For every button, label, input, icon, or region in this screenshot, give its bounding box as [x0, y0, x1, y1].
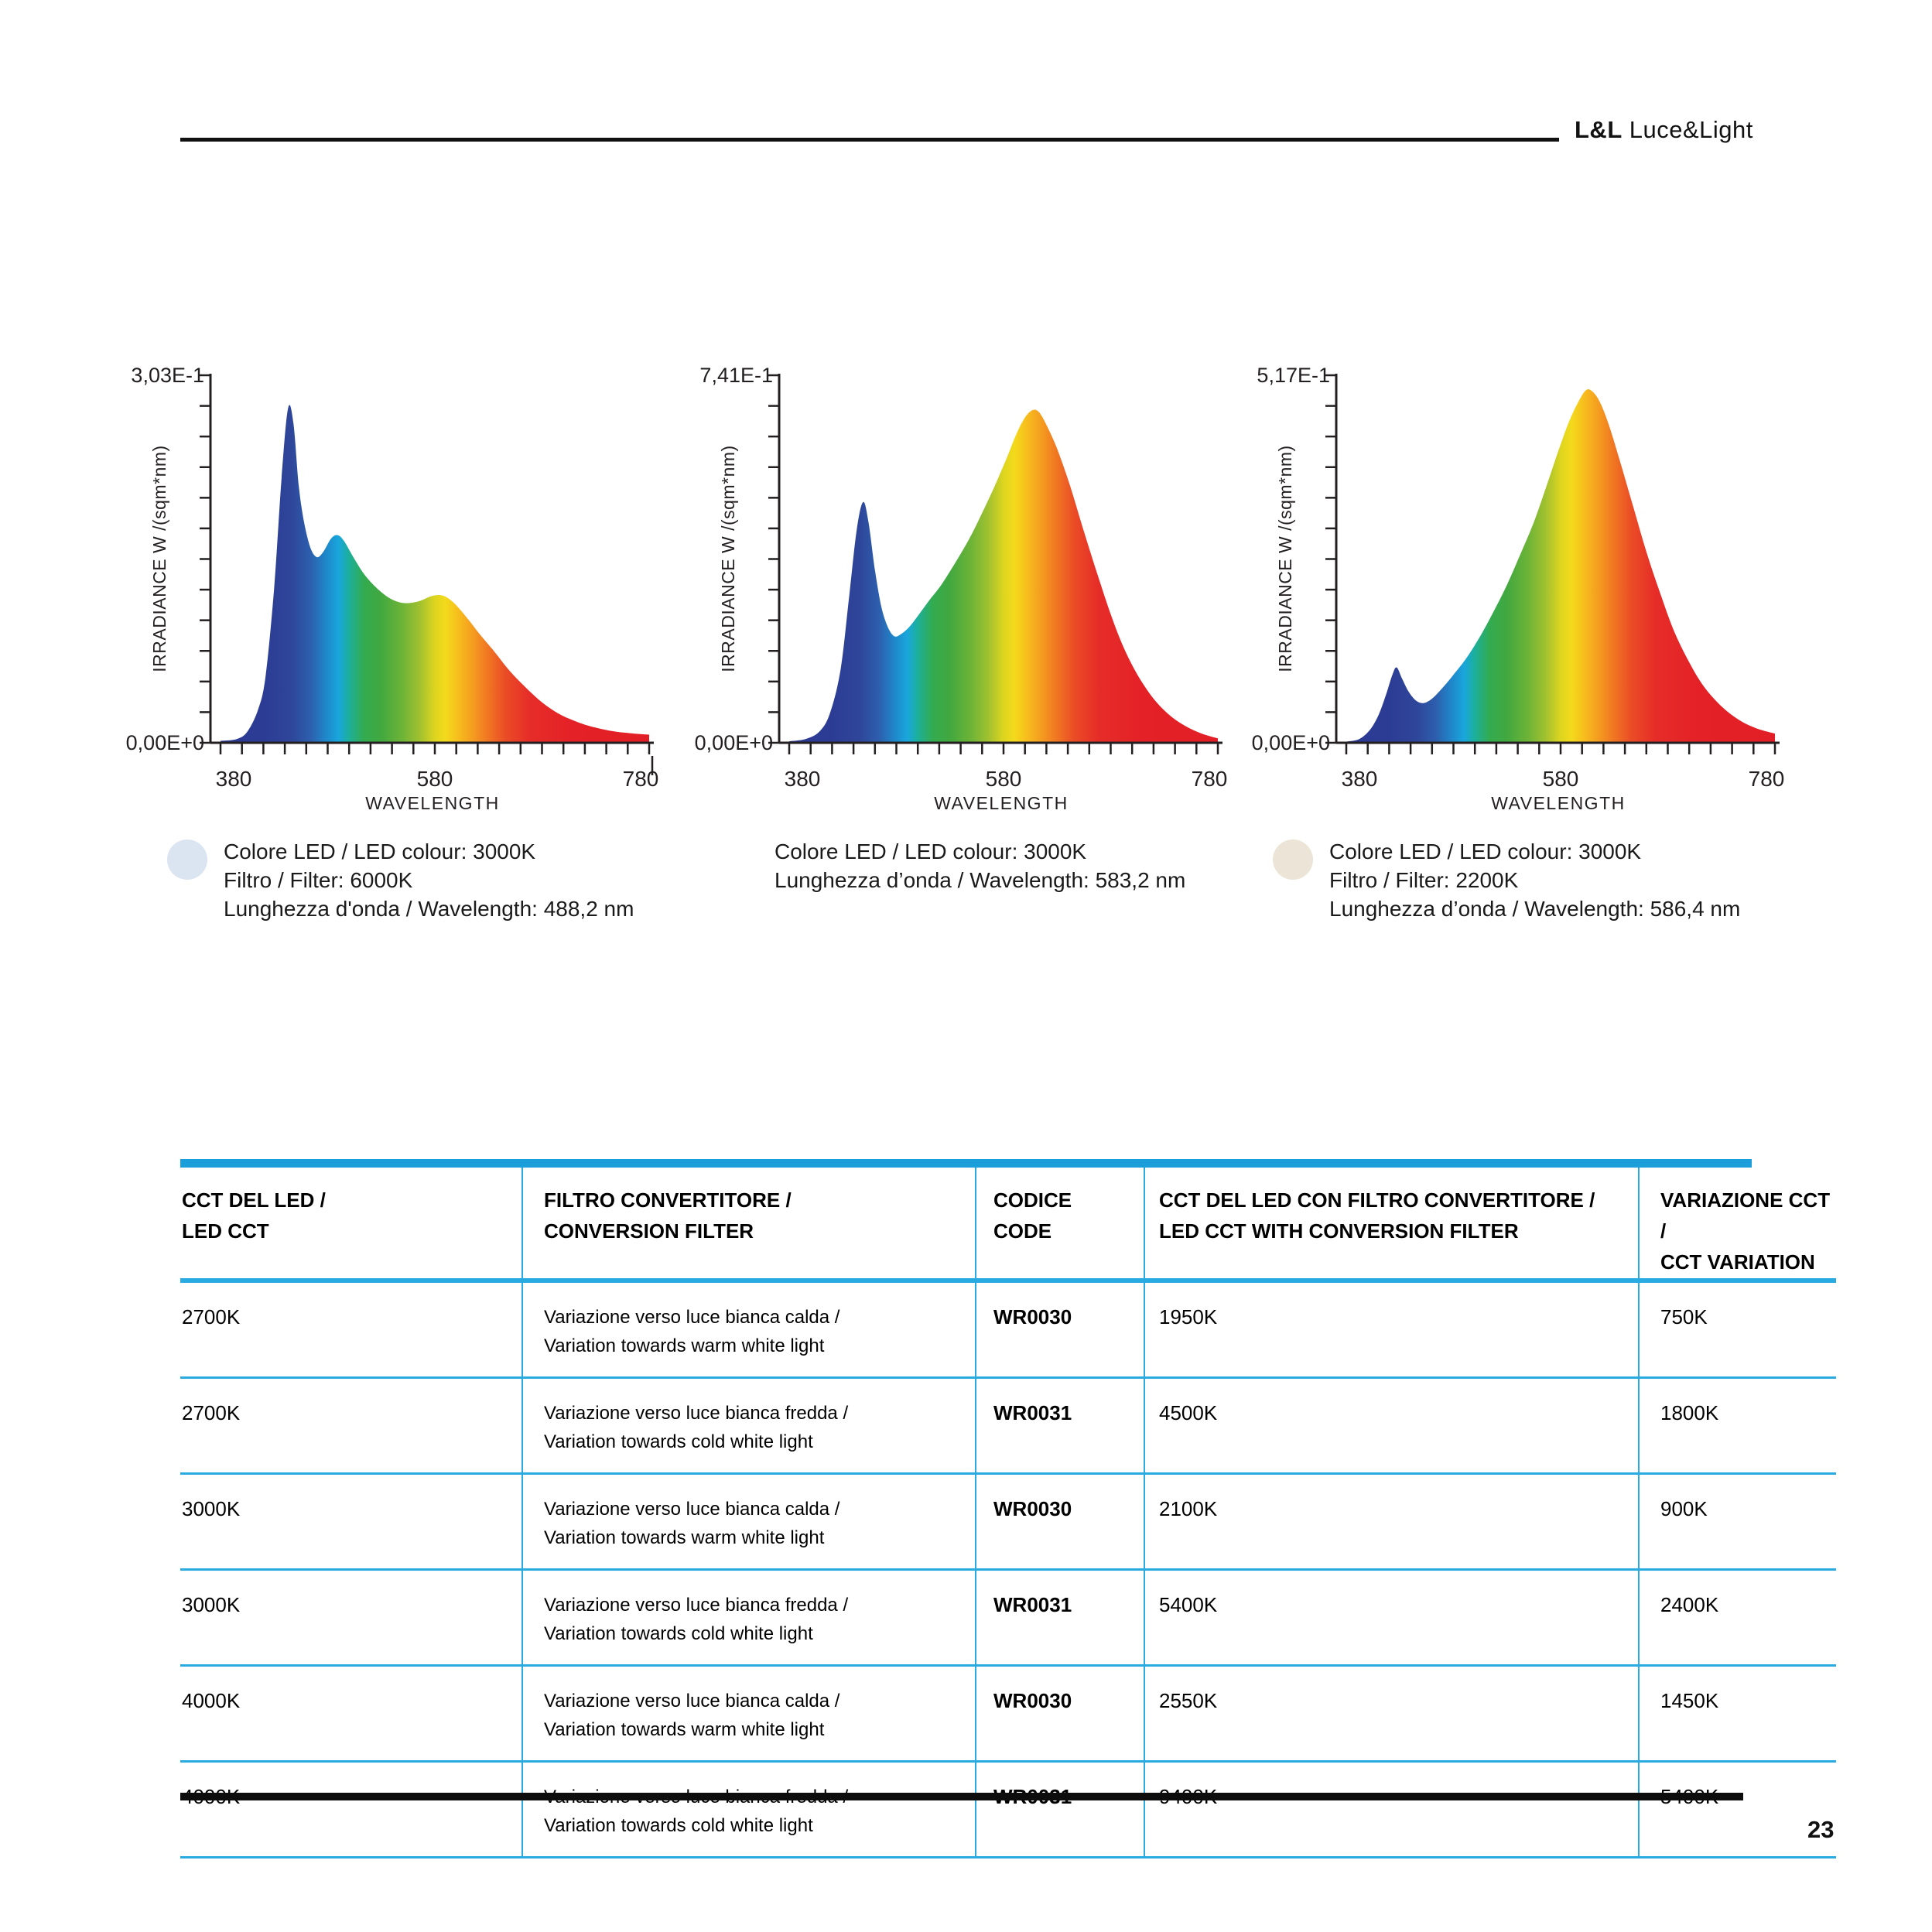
filter-cell: Variazione verso luce bianca fredda /Var…: [522, 1569, 976, 1667]
spectrum-area: [789, 409, 1218, 743]
filter-cell: Variazione verso luce bianca fredda /Var…: [522, 1377, 976, 1475]
cct-table-head: CCT DEL LED / LED CCT FILTRO CONVERTITORE …: [180, 1168, 1836, 1283]
spectrum-area: [1346, 389, 1775, 743]
led-cct-cell: 2700K: [180, 1281, 523, 1379]
caption-line: Lunghezza d’onda / Wavelength: 583,2 nm: [775, 868, 1186, 892]
y-min-label: 0,00E+0: [1252, 731, 1330, 754]
chart-3-caption: Colore LED / LED colour: 3000K Filtro / F…: [1329, 837, 1740, 923]
variation-cell: 5400K: [1639, 1761, 1836, 1858]
brand-logo-bold: L&L: [1575, 116, 1623, 143]
spectrum-chart-3: 5,17E-1 0,00E+0 380 580 780 WAVELENGTH IRRADIA…: [1252, 364, 1785, 812]
variation-cell: 900K: [1639, 1473, 1836, 1571]
led-colour-swatch-1: [167, 839, 207, 880]
code-cell: WR0031: [976, 1569, 1145, 1667]
x-tick-label: 580: [986, 767, 1022, 791]
filter-cell: Variazione verso luce bianca calda / Vari…: [522, 1281, 976, 1379]
cct-table-body: 2700K Variazione verso luce bianca calda …: [180, 1281, 1836, 1858]
x-tick-label: 780: [1192, 767, 1228, 791]
led-cct-cell: 4000K: [180, 1665, 523, 1763]
chart-1-caption: Colore LED / LED colour: 3000K Filtro / F…: [224, 837, 634, 923]
variation-cell: 1800K: [1639, 1377, 1836, 1475]
table-top-accent-bar: [180, 1159, 1752, 1168]
footer-rule: [180, 1793, 1743, 1800]
result-cct-cell: 5400K: [1144, 1569, 1640, 1667]
table-row: 2700K Variazione verso luce bianca fredda…: [180, 1377, 1836, 1475]
filter-cell: Variazione verso luce bianca calda / Vari…: [522, 1665, 976, 1763]
brand-logo-rest: Luce&Light: [1629, 116, 1753, 143]
y-max-label: 3,03E-1: [131, 364, 204, 387]
x-tick-label: 780: [1749, 767, 1785, 791]
caption-line: Lunghezza d’onda / Wavelength: 586,4 nm: [1329, 897, 1741, 921]
variation-cell: 1450K: [1639, 1665, 1836, 1763]
brand-logo: L&L Luce&Light: [1575, 116, 1776, 144]
column-header: CCT DEL LED / LED CCT: [180, 1168, 523, 1283]
table-row: 3000K Variazione verso luce bianca fredda…: [180, 1569, 1836, 1667]
header-rule: [180, 138, 1559, 142]
x-tick-label: 580: [1543, 767, 1579, 791]
led-cct-cell: 3000K: [180, 1473, 523, 1571]
caption-line: Filtro / Filter: 6000K: [224, 868, 413, 892]
led-cct-cell: 4000K: [180, 1761, 523, 1858]
x-tick-label: 380: [785, 767, 821, 791]
y-axis-title: IRRADIANCE W /(sqm*nm): [718, 445, 738, 672]
x-tick-label: 780: [623, 767, 659, 791]
caption-line: Lunghezza d'onda / Wavelength: 488,2 nm: [224, 897, 634, 921]
caption-line: Colore LED / LED colour: 3000K: [224, 839, 536, 863]
cct-table: CCT DEL LED / LED CCT FILTRO CONVERTITORE …: [180, 1168, 1836, 1858]
spectrum-chart-2: 7,41E-1 0,00E+0 380 580 780 WAVELENGTH IRRADIA…: [695, 364, 1228, 812]
column-header: VARIAZIONE CCT / CCT VARIATION: [1639, 1168, 1836, 1283]
variation-cell: 750K: [1639, 1281, 1836, 1379]
spectrum-area: [221, 405, 649, 743]
x-tick-label: 380: [216, 767, 252, 791]
chart-2-caption: Colore LED / LED colour: 3000K Lunghezza …: [775, 837, 1185, 894]
y-min-label: 0,00E+0: [126, 731, 204, 754]
x-axis-title: WAVELENGTH: [934, 793, 1068, 812]
conversion-filter-table: CCT DEL LED / LED CCT FILTRO CONVERTITORE …: [180, 1159, 1836, 1858]
code-cell: WR0031: [976, 1377, 1145, 1475]
y-max-label: 7,41E-1: [699, 364, 773, 387]
column-header: CCT DEL LED CON FILTRO CONVERTITORE / LED…: [1144, 1168, 1640, 1283]
table-row: 2700K Variazione verso luce bianca calda …: [180, 1281, 1836, 1379]
caption-line: Colore LED / LED colour: 3000K: [775, 839, 1087, 863]
x-tick-label: 380: [1342, 767, 1378, 791]
y-max-label: 5,17E-1: [1257, 364, 1330, 387]
caption-line: Colore LED / LED colour: 3000K: [1329, 839, 1642, 863]
code-cell: WR0031: [976, 1761, 1145, 1858]
result-cct-cell: 4500K: [1144, 1377, 1640, 1475]
table-row: 3000K Variazione verso luce bianca calda …: [180, 1473, 1836, 1571]
code-cell: WR0030: [976, 1281, 1145, 1379]
y-axis-title: IRRADIANCE W /(sqm*nm): [149, 445, 169, 672]
x-axis-title: WAVELENGTH: [1491, 793, 1625, 812]
code-cell: WR0030: [976, 1473, 1145, 1571]
filter-cell: Variazione verso luce bianca fredda /Var…: [522, 1761, 976, 1858]
caption-line: Filtro / Filter: 2200K: [1329, 868, 1519, 892]
result-cct-cell: 1950K: [1144, 1281, 1640, 1379]
x-tick-label: 580: [417, 767, 453, 791]
variation-cell: 2400K: [1639, 1569, 1836, 1667]
page-number: 23: [1807, 1816, 1835, 1843]
column-header: CODICE CODE: [976, 1168, 1145, 1283]
spectrum-chart-1: 3,03E-1 0,00E+0 380 580 780 WAVELENGTH IRRADIA…: [126, 364, 659, 812]
y-min-label: 0,00E+0: [695, 731, 773, 754]
x-axis-title: WAVELENGTH: [365, 793, 499, 812]
result-cct-cell: 9400K: [1144, 1761, 1640, 1858]
filter-cell: Variazione verso luce bianca calda / Vari…: [522, 1473, 976, 1571]
result-cct-cell: 2100K: [1144, 1473, 1640, 1571]
led-cct-cell: 3000K: [180, 1569, 523, 1667]
code-cell: WR0030: [976, 1665, 1145, 1763]
y-axis-title: IRRADIANCE W /(sqm*nm): [1275, 445, 1295, 672]
led-colour-swatch-3: [1273, 839, 1313, 880]
column-header: FILTRO CONVERTITORE / CONVERSION FILTER: [522, 1168, 976, 1283]
led-cct-cell: 2700K: [180, 1377, 523, 1475]
table-row: 4000K Variazione verso luce bianca calda …: [180, 1665, 1836, 1763]
result-cct-cell: 2550K: [1144, 1665, 1640, 1763]
